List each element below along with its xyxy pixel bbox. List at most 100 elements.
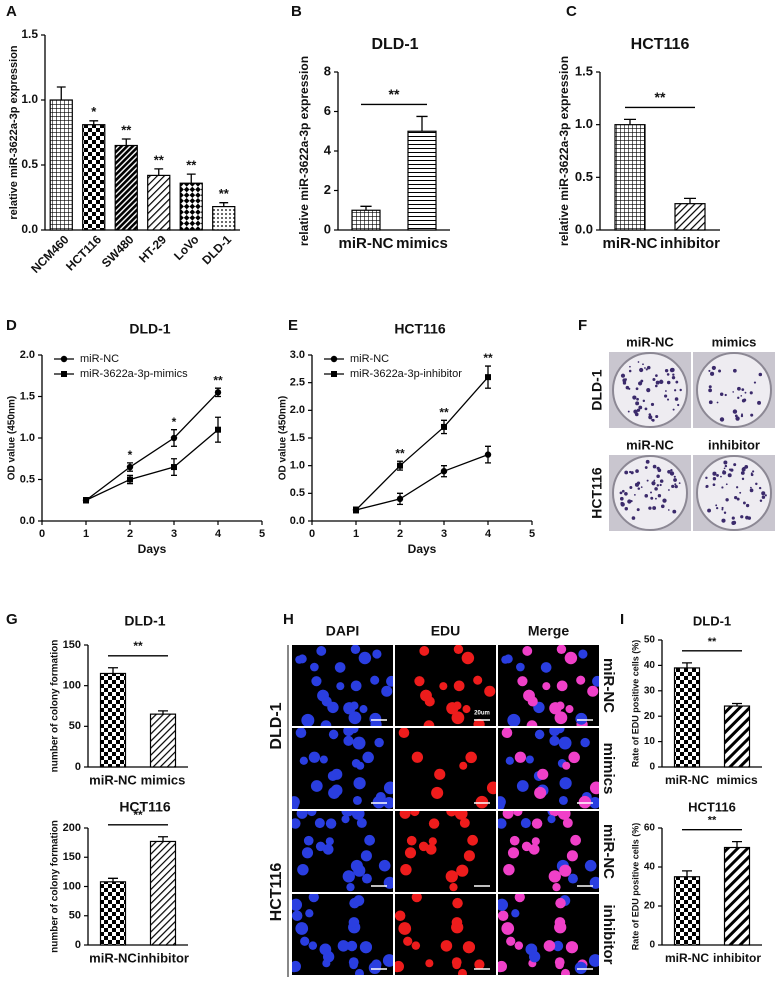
colony bbox=[742, 466, 746, 471]
nucleus bbox=[300, 936, 310, 946]
bar bbox=[614, 124, 646, 231]
colony bbox=[731, 521, 736, 526]
error-bar bbox=[416, 115, 428, 132]
y-axis-label: relative miR-3622a-3p expression bbox=[297, 56, 311, 246]
x-tick-label: 0 bbox=[309, 528, 315, 540]
colony bbox=[747, 516, 752, 520]
nucleus bbox=[310, 662, 319, 672]
colony bbox=[730, 468, 734, 472]
nucleus bbox=[361, 873, 372, 884]
nucleus bbox=[295, 922, 309, 935]
colony bbox=[733, 463, 737, 467]
nucleus bbox=[456, 864, 469, 877]
error-bar bbox=[56, 86, 66, 100]
marker bbox=[441, 423, 447, 430]
colony bbox=[743, 501, 746, 505]
colony bbox=[648, 506, 652, 510]
nucleus bbox=[337, 940, 350, 952]
colony bbox=[650, 496, 654, 500]
nucleus bbox=[308, 894, 319, 903]
legend-label: miR-3622a-3p-mimics bbox=[80, 368, 188, 380]
nucleus bbox=[297, 654, 307, 664]
colony bbox=[645, 368, 648, 371]
nucleus bbox=[556, 680, 568, 692]
error-bar bbox=[89, 120, 99, 125]
error-bar bbox=[732, 702, 742, 707]
nucleus bbox=[400, 863, 412, 876]
colony bbox=[721, 518, 726, 523]
colony bbox=[716, 474, 719, 477]
bar bbox=[82, 124, 106, 231]
nucleus bbox=[589, 797, 599, 809]
nucleus bbox=[406, 835, 417, 846]
colony bbox=[644, 367, 646, 369]
colony bbox=[651, 418, 654, 422]
colony bbox=[740, 515, 744, 519]
colony bbox=[629, 365, 631, 368]
legend-marker bbox=[330, 355, 338, 363]
nucleus bbox=[352, 795, 362, 805]
column-label: EDU bbox=[431, 623, 461, 639]
nucleus bbox=[369, 712, 382, 725]
colony bbox=[736, 497, 740, 501]
colony bbox=[646, 479, 649, 482]
nucleus bbox=[574, 961, 588, 975]
nucleus bbox=[507, 847, 520, 859]
marker bbox=[170, 434, 178, 442]
colony bbox=[659, 379, 664, 384]
colony bbox=[720, 475, 722, 478]
nucleus bbox=[570, 834, 581, 846]
marker bbox=[396, 495, 404, 503]
nucleus bbox=[414, 676, 425, 687]
micrograph bbox=[498, 728, 599, 809]
colony bbox=[624, 507, 628, 511]
colony bbox=[732, 409, 738, 414]
x-tick-label: HT-29 bbox=[136, 232, 169, 265]
colony bbox=[672, 408, 675, 411]
colony bbox=[638, 405, 643, 410]
nucleus bbox=[451, 917, 463, 928]
colony bbox=[636, 408, 641, 412]
colony bbox=[716, 401, 719, 404]
series-line bbox=[85, 429, 219, 501]
nucleus bbox=[514, 811, 523, 816]
significance-mark: ** bbox=[439, 405, 449, 419]
colony bbox=[674, 484, 678, 489]
nucleus bbox=[562, 817, 573, 828]
row-label: miR-NC bbox=[600, 658, 617, 713]
colony bbox=[635, 387, 639, 391]
colony bbox=[741, 388, 745, 392]
colony bbox=[749, 488, 754, 493]
nucleus bbox=[425, 844, 437, 855]
nucleus bbox=[526, 720, 538, 726]
bar bbox=[673, 667, 701, 768]
colony bbox=[672, 509, 677, 514]
colony bbox=[725, 498, 729, 502]
bar bbox=[674, 203, 706, 231]
colony bbox=[736, 486, 739, 489]
colony bbox=[635, 469, 639, 473]
colony bbox=[669, 367, 675, 373]
nucleus bbox=[308, 941, 318, 950]
nucleus bbox=[358, 651, 372, 665]
colony bbox=[651, 481, 656, 486]
nucleus bbox=[575, 712, 588, 725]
colony bbox=[655, 497, 657, 500]
nucleus bbox=[503, 863, 515, 876]
nucleus bbox=[299, 756, 308, 765]
nucleus bbox=[556, 701, 565, 710]
nucleus bbox=[514, 941, 524, 950]
x-tick-label: 3 bbox=[441, 528, 447, 540]
marker bbox=[485, 374, 491, 381]
significance-mark: ** bbox=[133, 639, 143, 653]
nucleus bbox=[498, 818, 507, 829]
colony bbox=[733, 368, 737, 373]
nucleus bbox=[322, 844, 334, 855]
nucleus bbox=[348, 711, 362, 725]
colony bbox=[639, 367, 644, 373]
nucleus bbox=[549, 728, 560, 737]
nucleus bbox=[467, 834, 478, 846]
bar bbox=[673, 876, 701, 946]
nucleus bbox=[349, 960, 358, 970]
nucleus bbox=[514, 751, 527, 763]
